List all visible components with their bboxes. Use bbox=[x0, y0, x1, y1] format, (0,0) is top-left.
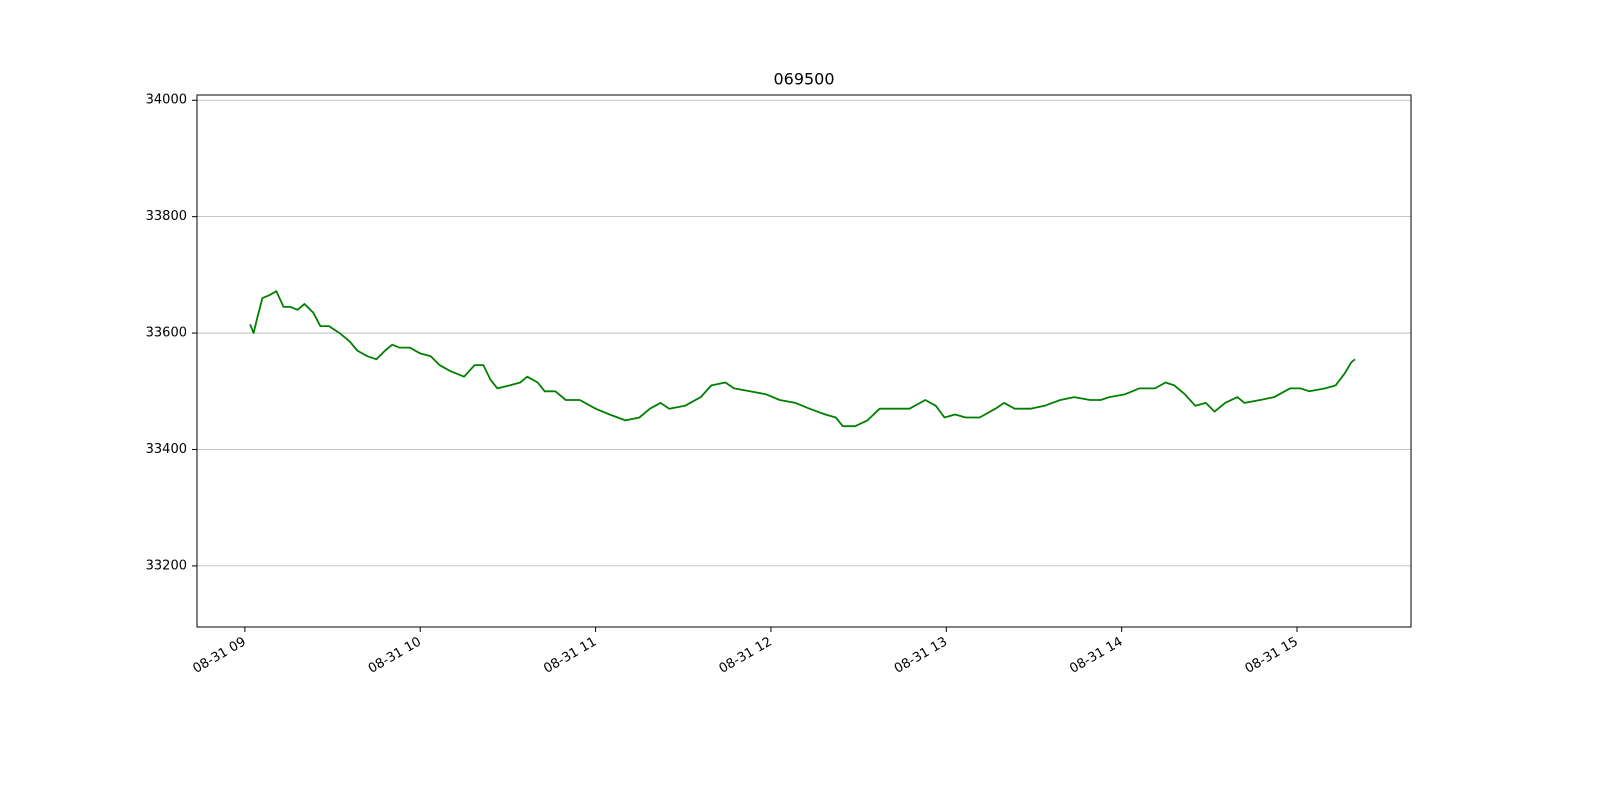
y-tick-label: 33600 bbox=[146, 326, 187, 341]
x-tick-label: 08-31 10 bbox=[366, 635, 424, 677]
y-tick-label: 33200 bbox=[146, 558, 187, 573]
x-tick-label: 08-31 11 bbox=[541, 635, 599, 677]
chart-title: 069500 bbox=[773, 70, 834, 89]
x-tick-label: 08-31 12 bbox=[717, 635, 775, 677]
x-tick-label: 08-31 09 bbox=[191, 635, 249, 677]
y-tick-label: 34000 bbox=[146, 93, 187, 108]
y-tick-label: 33400 bbox=[146, 442, 187, 457]
plot-frame bbox=[196, 94, 1412, 628]
x-tick-label: 08-31 15 bbox=[1243, 635, 1301, 677]
x-tick-label: 08-31 13 bbox=[892, 635, 950, 677]
y-tick-label: 33800 bbox=[146, 209, 187, 224]
data-line bbox=[249, 290, 1356, 428]
x-tick-label: 08-31 14 bbox=[1067, 635, 1125, 677]
